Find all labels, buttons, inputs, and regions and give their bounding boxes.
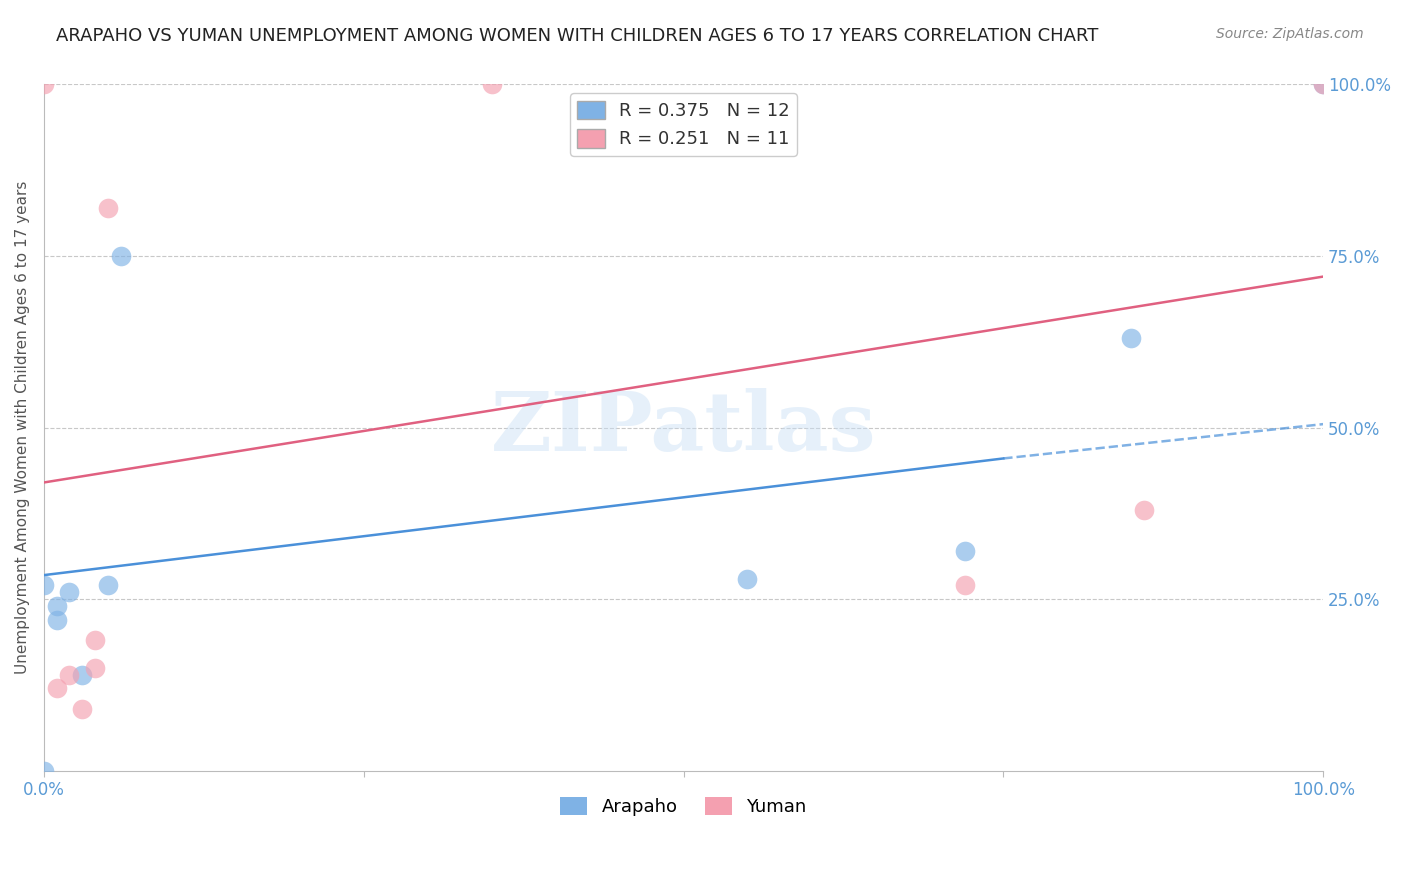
Point: [32, 578, 55, 592]
Point: [72, 667, 94, 681]
Point: [58, 585, 80, 599]
Text: Source: ZipAtlas.com: Source: ZipAtlas.com: [1216, 27, 1364, 41]
Point: [110, 249, 132, 263]
Point: [97, 201, 120, 215]
Point: [1121, 331, 1143, 345]
Point: [58, 667, 80, 681]
Point: [953, 578, 976, 592]
Point: [1312, 78, 1334, 92]
Point: [32, 78, 55, 92]
Legend: Arapaho, Yuman: Arapaho, Yuman: [553, 789, 814, 823]
Point: [481, 78, 503, 92]
Text: ARAPAHO VS YUMAN UNEMPLOYMENT AMONG WOMEN WITH CHILDREN AGES 6 TO 17 YEARS CORRE: ARAPAHO VS YUMAN UNEMPLOYMENT AMONG WOME…: [56, 27, 1098, 45]
Point: [737, 572, 759, 586]
Point: [97, 578, 120, 592]
Point: [84, 633, 107, 648]
Point: [45, 613, 67, 627]
Point: [953, 544, 976, 558]
Text: ZIPatlas: ZIPatlas: [491, 387, 876, 467]
Point: [45, 599, 67, 613]
Point: [72, 702, 94, 716]
Point: [1312, 78, 1334, 92]
Point: [32, 764, 55, 778]
Point: [84, 661, 107, 675]
Point: [1133, 503, 1156, 517]
Y-axis label: Unemployment Among Women with Children Ages 6 to 17 years: Unemployment Among Women with Children A…: [15, 181, 30, 674]
Point: [45, 681, 67, 696]
